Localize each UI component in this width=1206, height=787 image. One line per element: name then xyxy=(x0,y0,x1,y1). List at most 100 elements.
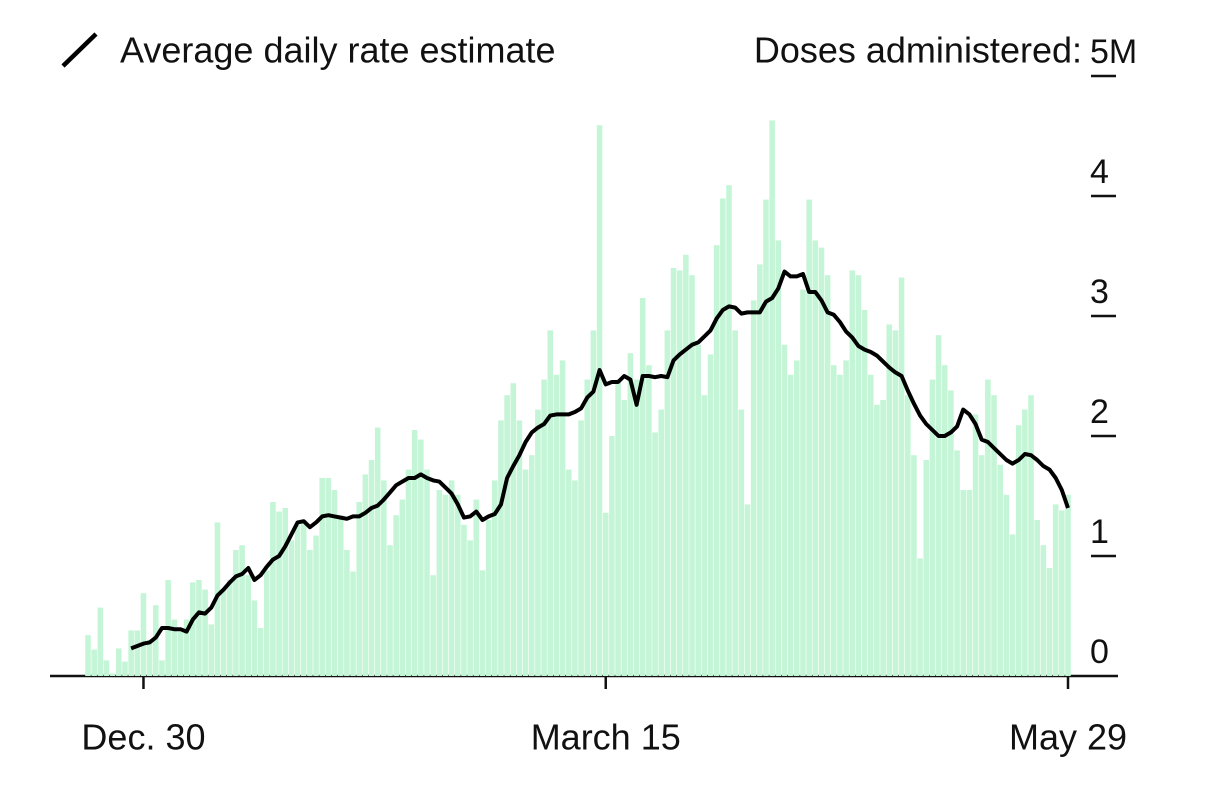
bar xyxy=(886,324,893,676)
bar xyxy=(750,300,757,676)
bar xyxy=(535,409,541,676)
bar xyxy=(1022,409,1028,676)
bar xyxy=(146,640,153,676)
bar xyxy=(917,558,923,676)
bar xyxy=(806,199,812,676)
bar xyxy=(633,379,640,676)
bar xyxy=(898,277,905,676)
bar xyxy=(1028,395,1034,676)
bar xyxy=(226,580,233,676)
legend-swatch xyxy=(61,32,98,68)
bar xyxy=(116,648,122,676)
bar xyxy=(288,540,295,676)
bar xyxy=(85,635,91,676)
bar xyxy=(1040,545,1047,676)
bar xyxy=(344,550,350,676)
y-tick-label: 5M xyxy=(1090,33,1137,71)
bar xyxy=(911,455,917,676)
bar xyxy=(510,383,517,676)
bar xyxy=(350,571,356,676)
bar xyxy=(337,515,344,676)
bar xyxy=(713,245,720,676)
bar xyxy=(529,455,535,676)
bar xyxy=(701,395,708,676)
bar xyxy=(177,631,184,676)
bar xyxy=(997,464,1003,676)
bar xyxy=(387,545,393,676)
bar xyxy=(541,379,547,676)
bar xyxy=(738,409,745,676)
bar xyxy=(522,469,529,676)
bar xyxy=(689,275,695,676)
bar xyxy=(485,520,492,676)
bar xyxy=(941,365,948,676)
bar xyxy=(547,330,554,676)
bar xyxy=(196,580,202,676)
bar xyxy=(1009,534,1016,676)
bar xyxy=(430,575,436,676)
bar xyxy=(190,582,196,676)
bar xyxy=(1052,504,1059,676)
bar xyxy=(263,570,270,676)
bar xyxy=(775,240,782,676)
bar xyxy=(381,480,387,676)
bar xyxy=(855,275,862,676)
bar xyxy=(313,535,319,676)
bar xyxy=(1003,494,1010,676)
bar xyxy=(393,515,399,676)
bar xyxy=(596,125,603,676)
bar xyxy=(707,354,714,676)
bar xyxy=(991,395,997,676)
bar xyxy=(498,420,504,676)
bar xyxy=(670,268,677,676)
bar xyxy=(257,628,264,676)
bar xyxy=(233,550,239,676)
bar xyxy=(479,570,486,676)
bar xyxy=(405,469,412,676)
y-tick-label: 0 xyxy=(1090,633,1109,671)
bar xyxy=(97,607,104,676)
bar xyxy=(565,469,572,676)
bar xyxy=(504,395,510,676)
bar xyxy=(892,330,899,676)
bar xyxy=(720,198,726,676)
x-tick-label: Dec. 30 xyxy=(81,717,205,758)
bar xyxy=(362,474,369,676)
legend-label: Average daily rate estimate xyxy=(120,30,556,71)
bar xyxy=(781,344,788,676)
bar xyxy=(831,365,837,676)
bar xyxy=(676,270,683,676)
x-tick-label: May 29 xyxy=(1009,717,1127,758)
bar xyxy=(122,661,128,676)
bar xyxy=(732,330,738,676)
bar xyxy=(794,360,800,676)
bar xyxy=(300,520,307,676)
y-tick-label: 3 xyxy=(1090,273,1109,311)
bar xyxy=(374,427,381,676)
bar xyxy=(467,540,473,676)
bar xyxy=(800,289,806,676)
bar xyxy=(411,430,418,676)
x-tick-label: March 15 xyxy=(531,717,681,758)
bar xyxy=(935,335,942,676)
y-tick-label: 4 xyxy=(1090,153,1109,191)
bar xyxy=(473,499,480,676)
bar xyxy=(368,460,375,676)
bar xyxy=(824,275,831,676)
bar xyxy=(874,404,880,676)
bar xyxy=(356,502,362,676)
bar xyxy=(1059,510,1065,676)
bar xyxy=(91,649,97,676)
bar xyxy=(948,390,954,676)
bar xyxy=(1015,425,1022,676)
bar xyxy=(578,420,584,676)
bar xyxy=(171,619,178,676)
bar xyxy=(220,589,227,676)
bar xyxy=(849,270,856,676)
y-axis-label: Doses administered: xyxy=(754,30,1082,71)
bar xyxy=(461,524,467,676)
bar xyxy=(880,400,886,676)
bar xyxy=(325,478,332,676)
bar xyxy=(436,490,443,676)
